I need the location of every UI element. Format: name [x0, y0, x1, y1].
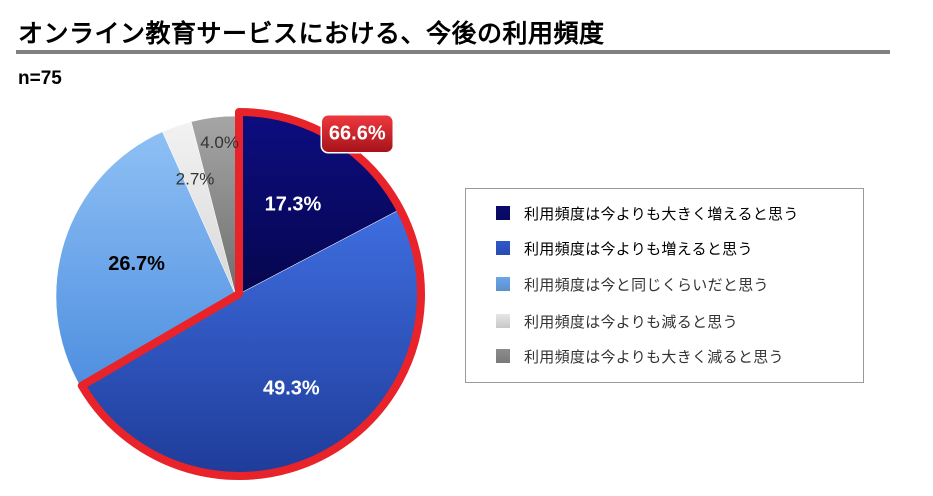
legend-swatch [496, 206, 510, 220]
legend-label: 利用頻度は今よりも大きく減ると思う [524, 347, 784, 366]
value-label-4: 4.0% [200, 133, 239, 152]
legend-item: 利用頻度は今よりも大きく減ると思う [496, 346, 784, 366]
legend-item: 利用頻度は今と同じくらいだと思う [496, 274, 769, 294]
legend-label: 利用頻度は今と同じくらいだと思う [524, 275, 769, 294]
highlight-badge-label: 66.6% [329, 123, 386, 145]
sample-size-label: n=75 [18, 68, 62, 89]
legend-swatch [496, 241, 510, 255]
value-label-3: 2.7% [176, 169, 215, 188]
legend: 利用頻度は今よりも大きく増えると思う 利用頻度は今よりも増えると思う 利用頻度は今と… [465, 188, 864, 383]
legend-item: 利用頻度は今よりも減ると思う [496, 311, 738, 331]
slice-same [55, 131, 237, 387]
value-label-0: 17.3% [265, 194, 322, 216]
value-label-1: 49.3% [263, 377, 320, 399]
legend-swatch [496, 314, 510, 328]
legend-swatch [496, 349, 510, 363]
value-label-2: 26.7% [108, 253, 165, 275]
legend-item: 利用頻度は今よりも大きく増えると思う [496, 203, 799, 223]
legend-item: 利用頻度は今よりも増えると思う [496, 238, 753, 258]
chart-title: オンライン教育サービスにおける、今後の利用頻度 [18, 19, 605, 48]
legend-label: 利用頻度は今よりも増えると思う [524, 239, 753, 258]
highlight-badge [320, 113, 395, 154]
title-divider [16, 50, 890, 54]
legend-swatch [496, 277, 510, 291]
legend-label: 利用頻度は今よりも大きく増えると思う [524, 204, 799, 223]
legend-label: 利用頻度は今よりも減ると思う [524, 312, 738, 331]
